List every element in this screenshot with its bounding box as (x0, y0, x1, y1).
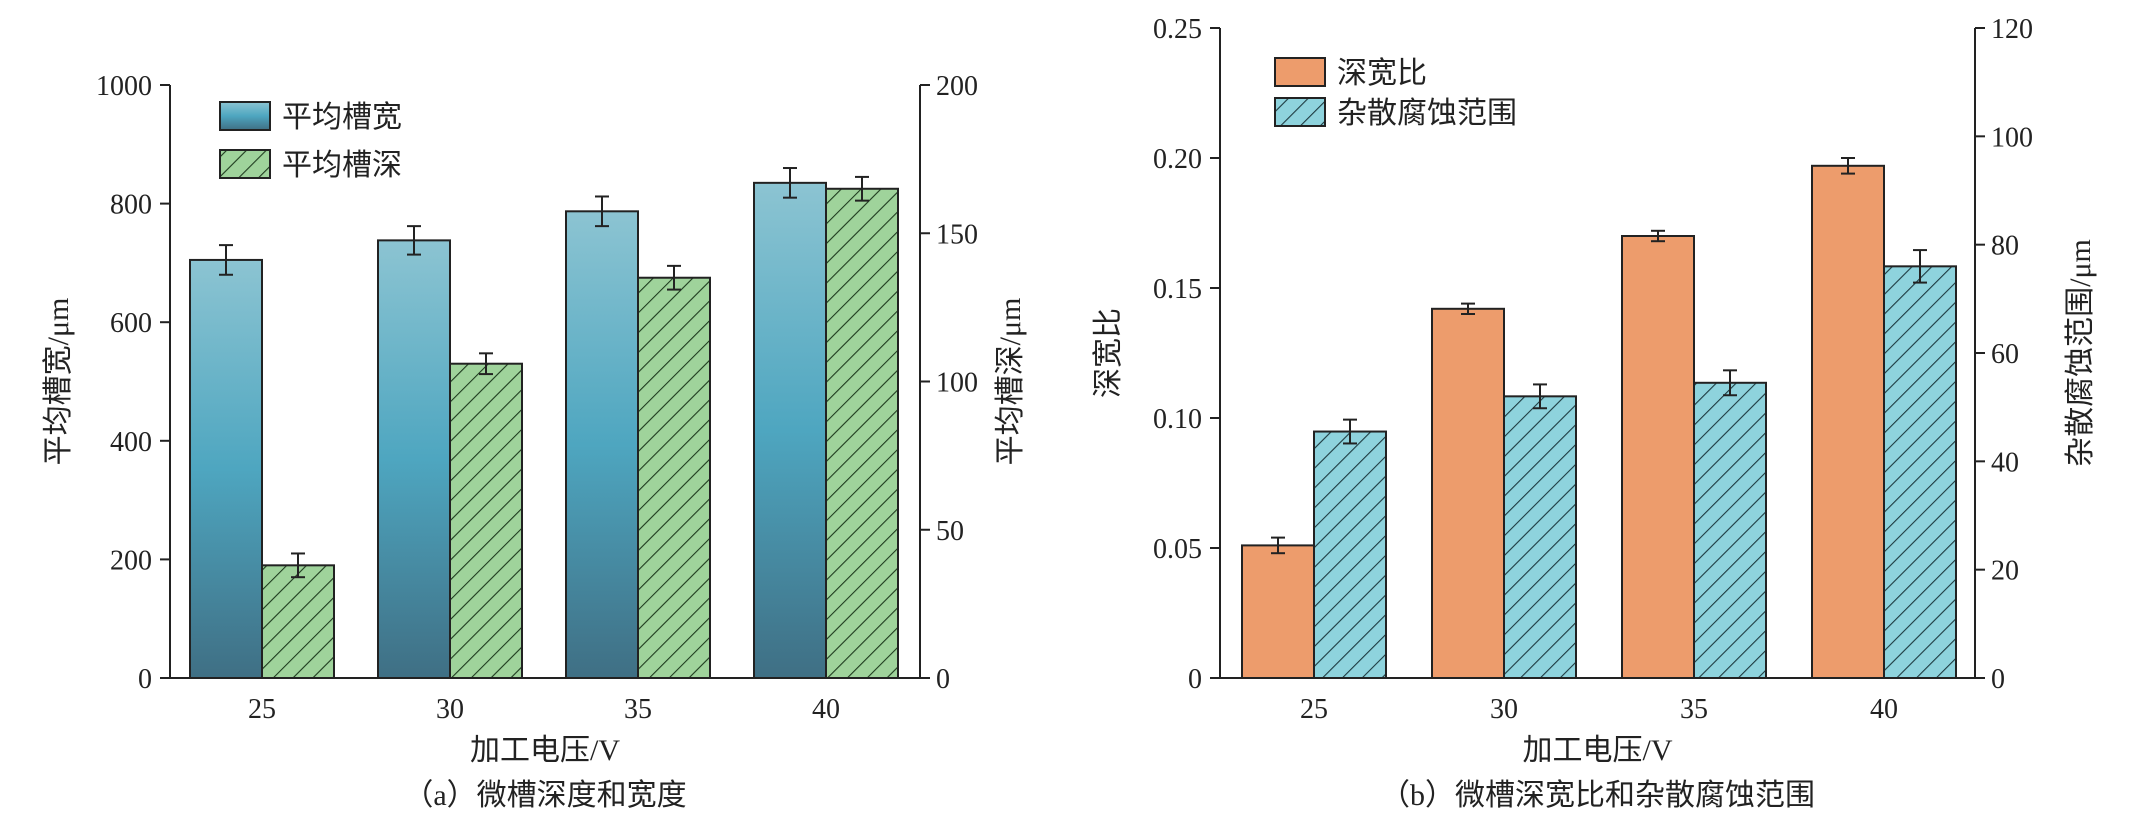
x-axis-title: 加工电压/V (470, 734, 620, 767)
y-right-tick-label: 0 (1991, 664, 2005, 695)
panel-caption: （a）微槽深度和宽度 (403, 779, 686, 812)
legend-label: 平均槽宽 (282, 101, 402, 134)
y-right-tick-label: 120 (1991, 14, 2033, 45)
bar-primary (377, 239, 451, 679)
panel-caption: （b）微槽深宽比和杂散腐蚀范围 (1380, 779, 1815, 812)
legend-swatch (1274, 57, 1326, 87)
y-left-tick-label: 600 (110, 308, 152, 339)
bar-primary (1241, 544, 1315, 680)
bar-secondary (637, 276, 711, 679)
bar-primary (565, 210, 639, 680)
legend-swatch (219, 149, 271, 179)
y-left-tick-label: 800 (110, 190, 152, 221)
y-left-tick-label: 1000 (96, 71, 152, 102)
y-left-tick-label: 0.10 (1153, 404, 1202, 435)
y-left-tick-label: 0 (138, 664, 152, 695)
legend-label: 平均槽深 (282, 149, 402, 182)
y-left-tick-label: 0.20 (1153, 144, 1202, 175)
x-tick-label: 25 (1300, 694, 1328, 725)
y-left-tick-label: 0.15 (1153, 274, 1202, 305)
y-right-tick-label: 20 (1991, 556, 2019, 587)
x-tick-label: 25 (248, 694, 276, 725)
y-right-tick-label: 80 (1991, 231, 2019, 262)
legend-label: 深宽比 (1337, 57, 1427, 90)
x-tick-label: 35 (1680, 694, 1708, 725)
y-axis-right-title: 平均槽深/μm (994, 298, 1027, 466)
y-left-tick-label: 200 (110, 545, 152, 576)
x-axis-title: 加工电压/V (1523, 734, 1673, 767)
y-right-tick-label: 60 (1991, 339, 2019, 370)
bar-secondary (1313, 430, 1387, 679)
x-tick-label: 40 (812, 694, 840, 725)
bar-secondary (1503, 395, 1577, 679)
x-tick-label: 35 (624, 694, 652, 725)
y-right-tick-label: 150 (936, 219, 978, 250)
y-left-tick-label: 0.05 (1153, 534, 1202, 565)
y-right-tick-label: 100 (1991, 122, 2033, 153)
bar-primary (1811, 164, 1885, 680)
legend-swatch (1274, 97, 1326, 127)
y-axis-right-title: 杂散腐蚀范围/μm (2064, 239, 2097, 467)
y-left-tick-label: 0.25 (1153, 14, 1202, 45)
bar-secondary (825, 187, 899, 679)
x-tick-label: 30 (1490, 694, 1518, 725)
bar-primary (753, 181, 827, 679)
x-tick-label: 30 (436, 694, 464, 725)
y-left-tick-label: 0 (1188, 664, 1202, 695)
bar-secondary (449, 362, 523, 679)
x-tick-label: 40 (1870, 694, 1898, 725)
y-left-tick-label: 400 (110, 427, 152, 458)
y-right-tick-label: 40 (1991, 447, 2019, 478)
y-right-tick-label: 100 (936, 368, 978, 399)
y-right-tick-label: 200 (936, 71, 978, 102)
y-axis-left-title: 平均槽宽/μm (42, 298, 75, 466)
y-axis-left-title: 深宽比 (1092, 308, 1125, 398)
bar-primary (1431, 307, 1505, 679)
bar-secondary (261, 564, 335, 680)
legend-label: 杂散腐蚀范围 (1337, 97, 1517, 130)
bar-secondary (1883, 265, 1957, 679)
y-right-tick-label: 50 (936, 516, 964, 547)
y-right-tick-label: 0 (936, 664, 950, 695)
chart-panel-b: 0 0.05 0.10 0.15 0.20 0.25 0 20 40 60 80 100 120 25 30… (1092, 14, 2097, 812)
bar-secondary (1693, 381, 1767, 679)
chart-panel-a: 0 200 400 600 800 1000 0 50 100 150 200 25 30 35 40 平均槽… (42, 71, 1027, 812)
bar-primary (189, 258, 263, 679)
legend-swatch (219, 101, 271, 131)
bar-primary (1621, 235, 1695, 679)
